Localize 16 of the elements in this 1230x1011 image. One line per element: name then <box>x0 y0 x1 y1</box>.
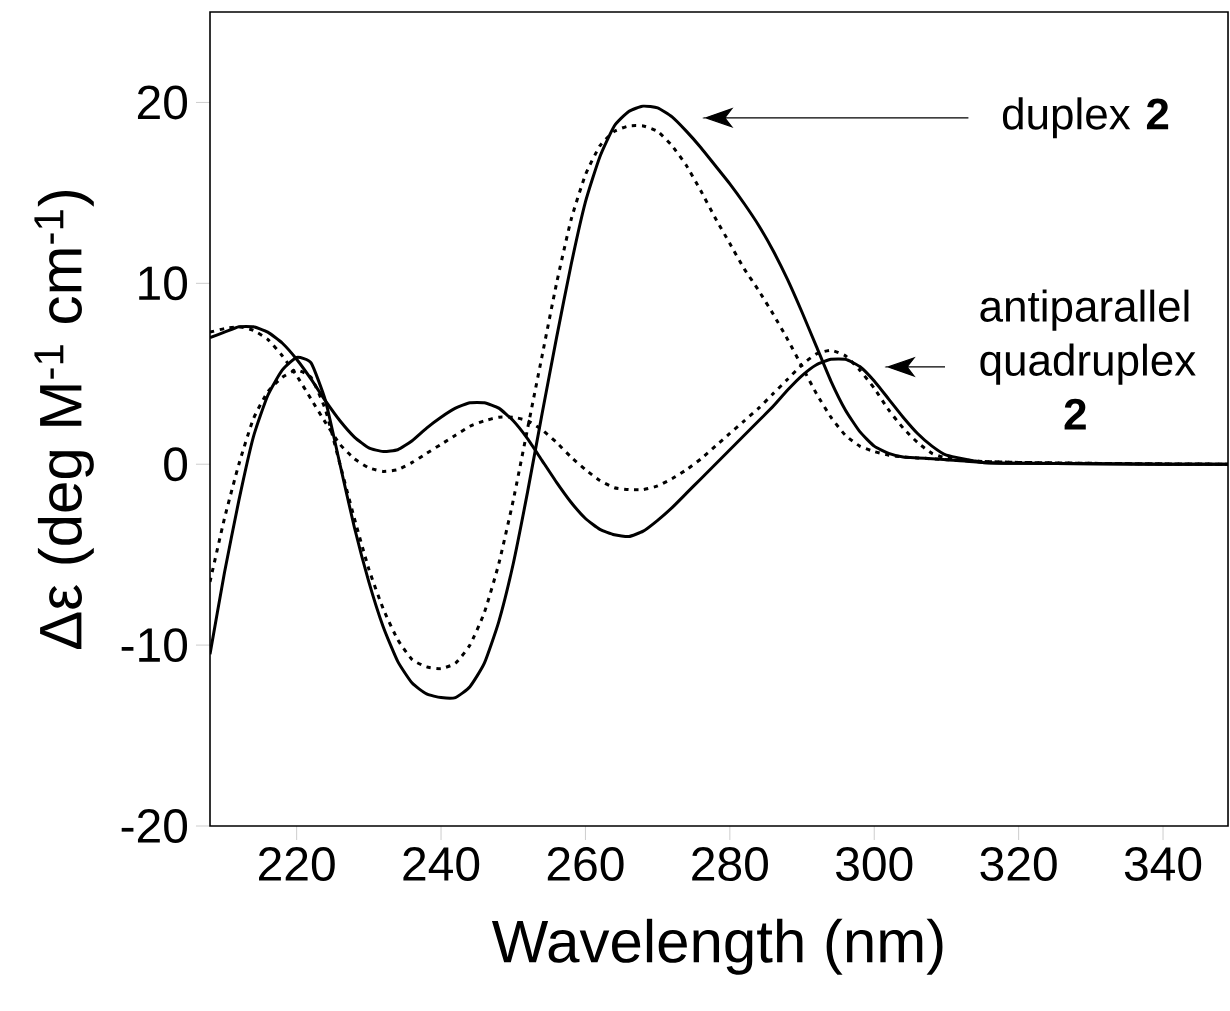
x-tick-label: 340 <box>1124 847 1202 882</box>
y-axis-title: Δε (deg M$^{-1}$ cm$^{-1}$) <box>34 190 94 649</box>
annotation: duplex 2 <box>1002 97 1169 139</box>
y-tick-label: -10 <box>121 628 188 663</box>
x-tick-label: 300 <box>836 847 913 882</box>
x-tick-label: 260 <box>547 847 624 882</box>
x-tick-label: 240 <box>403 847 480 882</box>
y-tick-label: 0 <box>164 447 188 482</box>
annotation: antiparallel quadruplex 2 <box>980 289 1196 430</box>
x-tick-label: 220 <box>259 847 335 882</box>
y-tick-label: 10 <box>139 266 188 301</box>
y-tick-label: 20 <box>137 85 188 120</box>
x-axis-title: Wavelength (nm) <box>491 918 943 975</box>
y-tick-label: -20 <box>121 809 188 843</box>
x-tick-label: 280 <box>692 847 768 882</box>
x-tick-label: 320 <box>980 847 1057 882</box>
